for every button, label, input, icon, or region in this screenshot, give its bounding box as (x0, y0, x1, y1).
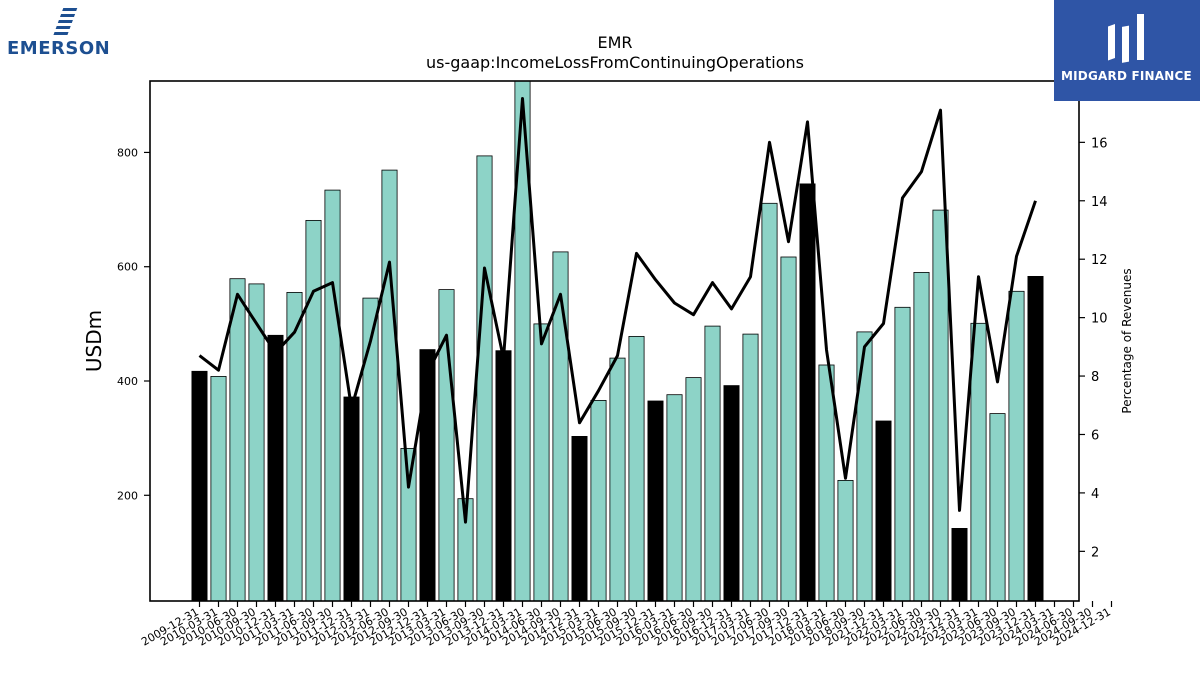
bar (799, 183, 816, 602)
midgard-emblem-icon (1108, 14, 1144, 63)
bar (723, 385, 740, 602)
bar (780, 256, 797, 602)
y2-axis-label: Percentage of Revenues (1120, 268, 1134, 413)
bar (856, 331, 873, 602)
bar (628, 335, 645, 602)
bar (989, 413, 1006, 602)
bar (647, 400, 664, 602)
bar (609, 357, 626, 602)
percentage-line (198, 97, 1037, 524)
bar (324, 189, 341, 602)
bar (590, 399, 607, 602)
bar (476, 155, 493, 602)
chart-title: EMR (597, 33, 632, 52)
y-axis-label: USDm (82, 310, 106, 372)
y2-tick-label: 4 (1091, 487, 1099, 502)
y-tick-label: 200 (117, 489, 138, 502)
y2-tick-label: 14 (1091, 195, 1108, 210)
bar (666, 394, 683, 602)
bar (533, 323, 550, 602)
plot-frame (149, 80, 1080, 602)
emerson-emblem-icon (53, 8, 78, 35)
y-tick-label: 600 (117, 261, 138, 274)
bar (229, 278, 246, 602)
y2-tick-label: 8 (1091, 370, 1099, 385)
bar (343, 396, 360, 602)
y2-tick-label: 10 (1091, 312, 1108, 327)
bar (837, 479, 854, 602)
midgard-logo-text: MIDGARD FINANCE (1061, 69, 1192, 83)
emerson-logo-text: EMERSON (7, 38, 111, 59)
bar (704, 325, 721, 602)
bar (381, 169, 398, 602)
bar (932, 209, 949, 602)
bar-series (191, 80, 1044, 602)
y-axis-ticks: 200 400 600 800 (117, 146, 150, 502)
x-axis-ticks: 2009-12-312010-03-312010-06-302010-09-30… (139, 601, 1113, 649)
emerson-logo: EMERSON (0, 0, 130, 70)
y2-tick-label: 2 (1091, 545, 1099, 560)
bar (742, 333, 759, 602)
bar (210, 375, 227, 602)
bar (685, 377, 702, 602)
bar (875, 420, 892, 602)
y2-tick-label: 12 (1091, 253, 1108, 268)
bar (818, 364, 835, 602)
y2-tick-label: 16 (1091, 136, 1108, 151)
bar (951, 528, 968, 602)
y-tick-label: 400 (117, 375, 138, 388)
y-tick-label: 800 (117, 146, 138, 159)
chart-subtitle: us-gaap:IncomeLossFromContinuingOperatio… (426, 53, 804, 72)
bar (894, 306, 911, 602)
midgard-finance-logo: MIDGARD FINANCE (1054, 0, 1200, 101)
bar (267, 334, 284, 602)
bar (913, 271, 930, 602)
y2-tick-label: 6 (1091, 428, 1099, 443)
bar (305, 219, 322, 602)
bar (1027, 275, 1044, 602)
bar (571, 435, 588, 602)
line-series (198, 97, 1037, 524)
bar (1008, 290, 1025, 602)
bar (970, 322, 987, 602)
bar (761, 202, 778, 602)
bar (419, 349, 436, 602)
y2-axis-ticks: 2 4 6 8 10 12 14 16 (1079, 136, 1108, 560)
bar (191, 370, 208, 602)
bar (495, 350, 512, 602)
